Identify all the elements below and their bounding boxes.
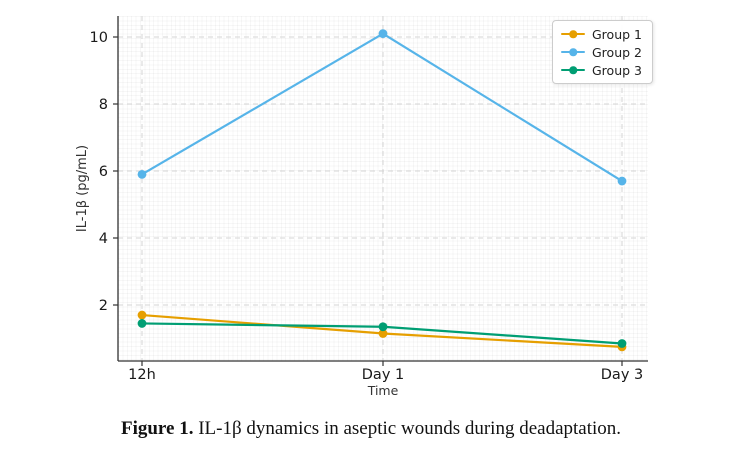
y-tick-label-4: 10: [90, 30, 108, 46]
series-line-1: [140, 32, 624, 183]
legend-dot-icon: [569, 30, 577, 38]
data-point-1-2: [617, 176, 627, 186]
chart-canvas: 2 4 6 8 10 12h Day 1 Day 3 Time IL-1β (pg/mL): [75, 16, 648, 398]
legend-line-marker-icon: [561, 66, 585, 74]
y-axis-title: IL-1β (pg/mL): [75, 145, 90, 232]
legend-label: Group 3: [592, 62, 642, 78]
x-tick-label-1: Day 1: [362, 367, 404, 383]
y-tick-label-2: 6: [99, 164, 108, 180]
y-tick-label-3: 8: [99, 97, 108, 113]
y-tick-label-0: 2: [99, 298, 108, 314]
chart-legend: Group 1 Group 2 Group 3: [552, 20, 653, 84]
data-point-0-1: [378, 329, 388, 338]
data-point-2-0: [137, 319, 147, 328]
x-tick-label-2: Day 3: [601, 367, 643, 383]
data-point-2-1: [378, 322, 388, 332]
legend-item-0: Group 1: [561, 26, 642, 42]
x-axis-title: Time: [367, 383, 399, 398]
legend-label: Group 1: [592, 26, 642, 42]
figure-caption-text: IL-1β dynamics in aseptic wounds during …: [193, 418, 622, 439]
data-point-1-0: [137, 169, 147, 179]
legend-label: Group 2: [592, 44, 642, 60]
legend-item-2: Group 3: [561, 62, 642, 78]
data-point-2-2: [617, 339, 627, 348]
line-chart: 2 4 6 8 10 12h Day 1 Day 3 Time IL-1β (pg/mL) Gro…: [75, 16, 653, 398]
figure-caption-label: Figure 1.: [120, 418, 194, 439]
legend-line-marker-icon: [561, 48, 585, 56]
data-point-0-0: [137, 310, 147, 320]
legend-item-1: Group 2: [561, 44, 642, 60]
legend-dot-icon: [569, 66, 577, 74]
figure-caption: Figure 1. IL-1β dynamics in aseptic woun…: [0, 416, 742, 442]
x-tick-label-0: 12h: [128, 367, 156, 383]
legend-dot-icon: [569, 48, 577, 56]
legend-line-marker-icon: [561, 30, 585, 38]
data-point-1-1: [378, 29, 388, 39]
y-tick-label-1: 4: [99, 231, 108, 247]
